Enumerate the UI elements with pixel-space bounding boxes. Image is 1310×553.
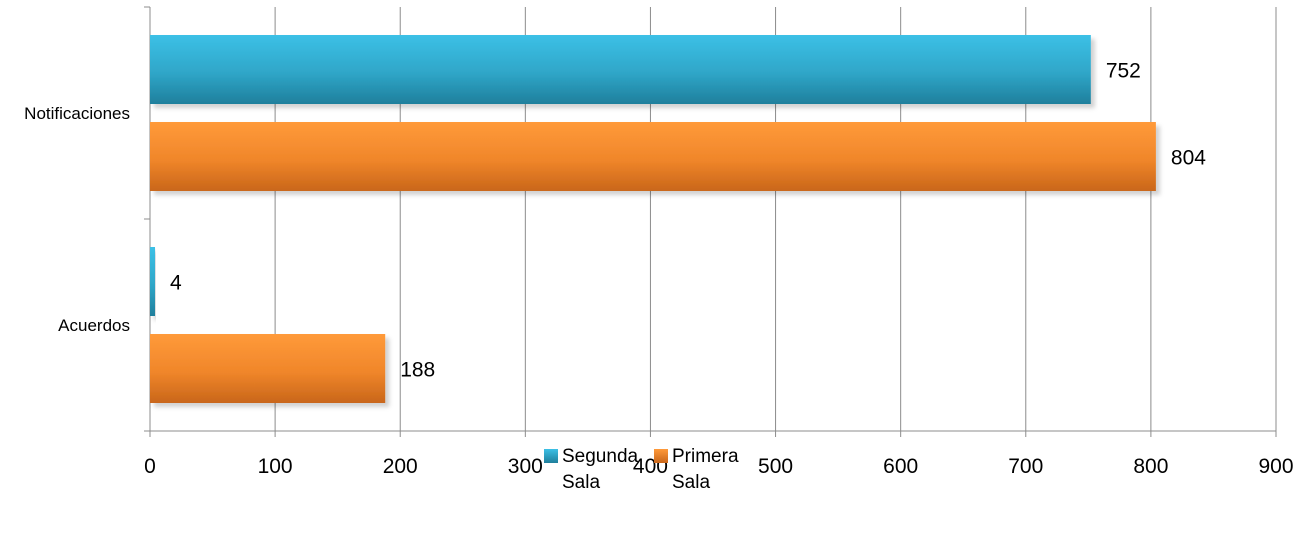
x-tick-label: 800 [1133, 455, 1168, 478]
labels: 0 100 200 300 400 500 600 700 800 900Notificacion… [24, 60, 1293, 479]
bar-primera-sala [150, 122, 1156, 191]
x-tick-label: 500 [758, 455, 793, 478]
category-label: Notificaciones [24, 104, 130, 123]
bar-segunda-sala [150, 247, 156, 316]
data-label: 804 [1171, 147, 1206, 170]
legend: Segunda Sala Primera Sala [544, 444, 746, 496]
bar-segunda-sala [150, 35, 1091, 104]
x-tick-label: 0 [144, 455, 156, 478]
x-tick-label: 600 [883, 455, 918, 478]
legend-label: Segunda Sala [562, 446, 639, 493]
data-label: 188 [400, 359, 435, 382]
category-label: Acuerdos [58, 316, 130, 335]
x-tick-label: 100 [258, 455, 293, 478]
bar-primera-sala [150, 334, 386, 403]
data-label: 752 [1106, 60, 1141, 83]
legend-label: Primera Sala [672, 446, 739, 493]
x-tick-label: 200 [383, 455, 418, 478]
x-tick-label: 300 [508, 455, 543, 478]
legend-item-segunda-sala: Segunda Sala [544, 444, 639, 496]
x-tick-label: 900 [1258, 455, 1293, 478]
data-label: 4 [170, 272, 182, 295]
legend-swatch-segunda-sala [544, 449, 558, 463]
x-tick-label: 700 [1008, 455, 1043, 478]
legend-swatch-primera-sala [654, 449, 668, 463]
bars [150, 35, 1156, 403]
legend-item-primera-sala: Primera Sala [654, 444, 746, 496]
